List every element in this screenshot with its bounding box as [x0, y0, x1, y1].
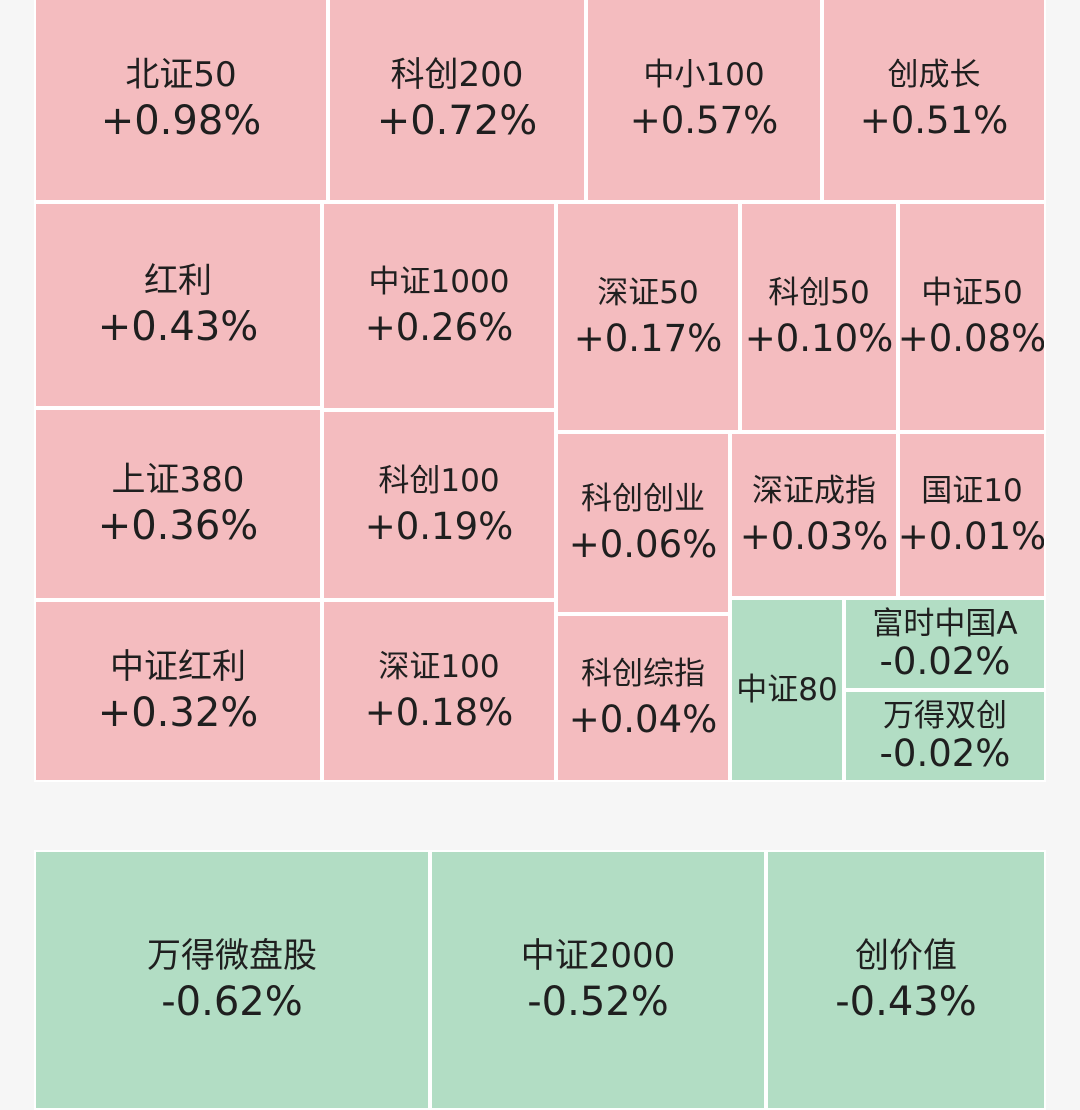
treemap-tile[interactable]: 深证100 +0.18%	[322, 600, 556, 782]
treemap-tile[interactable]: 上证380 +0.36%	[34, 408, 322, 600]
treemap-tile[interactable]: 创价值 -0.43%	[766, 850, 1046, 1110]
treemap-tile[interactable]: 科创创业 +0.06%	[556, 432, 730, 614]
treemap-tile[interactable]: 中证1000 +0.26%	[322, 202, 556, 410]
tile-name: 创成长	[887, 57, 981, 93]
tile-change: -0.02%	[879, 640, 1011, 683]
tile-name: 中证2000	[520, 936, 676, 976]
tile-change: +0.10%	[744, 317, 894, 360]
treemap-tile[interactable]: 万得双创 -0.02%	[844, 690, 1046, 782]
tile-change: +0.98%	[100, 98, 262, 144]
tile-change: +0.36%	[97, 503, 259, 549]
treemap-tile[interactable]: 创成长 +0.51%	[822, 0, 1046, 202]
tile-change: -0.02%	[879, 732, 1011, 775]
tile-change: +0.17%	[573, 317, 723, 360]
tile-change: +0.43%	[97, 304, 259, 350]
tile-change: +0.32%	[97, 690, 259, 736]
tile-name: 中证80	[736, 672, 838, 708]
treemap-tile[interactable]: 深证50 +0.17%	[556, 202, 740, 432]
treemap-tile[interactable]: 中证50 +0.08%	[898, 202, 1046, 432]
tile-name: 科创200	[390, 55, 524, 95]
tile-change: +0.03%	[739, 515, 889, 558]
treemap-tile[interactable]: 深证成指 +0.03%	[730, 432, 898, 598]
treemap-tile[interactable]: 中证80	[730, 598, 844, 782]
tile-name: 科创综指	[581, 656, 705, 692]
treemap-tile[interactable]: 富时中国A -0.02%	[844, 598, 1046, 690]
tile-change: +0.72%	[376, 98, 538, 144]
tile-change: +0.01%	[898, 515, 1046, 558]
tile-name: 上证380	[111, 460, 245, 500]
tile-change: -0.43%	[835, 979, 977, 1025]
tile-name: 科创创业	[581, 481, 705, 517]
treemap-tile[interactable]: 科创综指 +0.04%	[556, 614, 730, 782]
treemap-tile[interactable]: 中证2000 -0.52%	[430, 850, 766, 1110]
treemap-tile[interactable]: 红利 +0.43%	[34, 202, 322, 408]
tile-change: +0.51%	[859, 99, 1009, 142]
tile-change: +0.26%	[364, 306, 514, 349]
tile-change: +0.04%	[568, 698, 718, 741]
treemap-tile[interactable]: 万得微盘股 -0.62%	[34, 850, 430, 1110]
treemap-tile[interactable]: 科创200 +0.72%	[328, 0, 586, 202]
treemap-tile[interactable]: 科创50 +0.10%	[740, 202, 898, 432]
tile-name: 红利	[144, 261, 212, 301]
tile-name: 科创100	[378, 463, 500, 499]
tile-name: 中小100	[643, 57, 765, 93]
tile-name: 中证50	[921, 275, 1023, 311]
tile-change: +0.57%	[629, 99, 779, 142]
treemap-tile[interactable]: 国证10 +0.01%	[898, 432, 1046, 598]
tile-name: 深证100	[378, 649, 500, 685]
treemap-tile[interactable]: 科创100 +0.19%	[322, 410, 556, 600]
tile-name: 万得双创	[883, 698, 1007, 734]
tile-change: +0.08%	[898, 317, 1046, 360]
tile-change: -0.52%	[527, 979, 669, 1025]
tile-name: 创价值	[855, 936, 957, 976]
tile-name: 深证50	[597, 275, 699, 311]
tile-name: 科创50	[768, 275, 870, 311]
tile-name: 万得微盘股	[147, 936, 317, 976]
tile-name: 北证50	[125, 55, 237, 95]
tile-change: +0.19%	[364, 505, 514, 548]
tile-name: 中证红利	[110, 647, 246, 687]
tile-change: +0.18%	[364, 691, 514, 734]
treemap-tile[interactable]: 中小100 +0.57%	[586, 0, 822, 202]
tile-name: 国证10	[921, 473, 1023, 509]
treemap-tile[interactable]: 中证红利 +0.32%	[34, 600, 322, 782]
tile-name: 富时中国A	[872, 606, 1018, 642]
tile-name: 中证1000	[368, 264, 510, 300]
tile-change: -0.62%	[161, 979, 303, 1025]
tile-change: +0.06%	[568, 523, 718, 566]
tile-name: 深证成指	[752, 473, 876, 509]
treemap-tile[interactable]: 北证50 +0.98%	[34, 0, 328, 202]
